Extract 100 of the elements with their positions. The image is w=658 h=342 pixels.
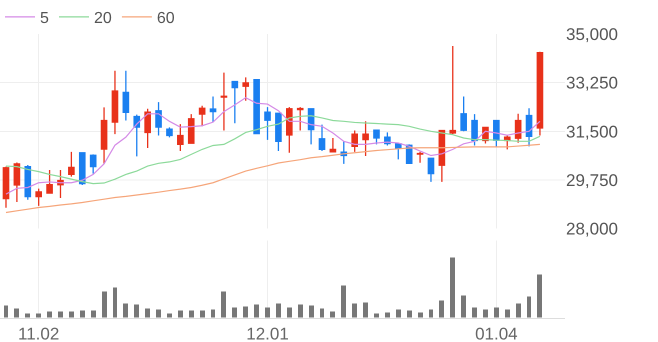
bar <box>418 312 423 318</box>
bar <box>483 310 488 318</box>
bar <box>461 296 466 318</box>
bar <box>91 310 96 318</box>
bar <box>352 304 357 318</box>
y-tick-label: 35,000 <box>566 24 618 44</box>
bar <box>429 310 433 318</box>
bar <box>14 308 19 318</box>
candlestick <box>24 164 32 200</box>
bar <box>156 310 161 318</box>
legend-label: 60 <box>156 10 175 28</box>
line-series <box>5 97 541 195</box>
candlestick <box>428 158 434 183</box>
candlestick <box>220 72 228 132</box>
bar <box>200 310 205 318</box>
candlestick <box>90 154 96 174</box>
bar <box>145 308 150 318</box>
candlestick <box>536 51 544 136</box>
legend-label: 5 <box>40 10 49 28</box>
candlestick <box>449 45 456 135</box>
candlestick <box>232 80 238 124</box>
bar <box>287 308 292 318</box>
candlestick <box>416 151 424 164</box>
candlestick <box>133 114 140 157</box>
bar <box>134 304 139 318</box>
line-series <box>5 115 541 184</box>
candlestick <box>35 188 42 206</box>
y-tick-label: 29,750 <box>566 170 618 190</box>
candlestick <box>144 108 151 149</box>
candlestick <box>210 96 216 123</box>
bar <box>265 308 270 318</box>
candlestick <box>526 108 532 147</box>
bar <box>407 310 412 318</box>
y-tick-label: 28,000 <box>566 220 618 239</box>
x-tick-label: 12.01 <box>246 324 289 342</box>
candlestick <box>373 130 380 146</box>
candlestick <box>394 143 402 160</box>
x-tick-label: 01.04 <box>475 324 518 342</box>
line-series <box>5 144 541 214</box>
bar <box>385 312 390 318</box>
candlestick <box>471 113 478 146</box>
candlestick <box>242 76 250 102</box>
bar <box>396 310 401 318</box>
bar <box>494 308 499 318</box>
candlestick <box>286 106 293 154</box>
bar <box>167 314 172 318</box>
candlestick <box>2 166 10 208</box>
bar <box>527 296 531 318</box>
candlestick <box>318 124 326 152</box>
candlestick <box>514 113 522 144</box>
candlestick <box>253 78 260 134</box>
bar <box>221 292 226 318</box>
bar <box>113 288 117 318</box>
bar <box>4 306 8 318</box>
bar <box>178 310 183 318</box>
bar <box>363 302 368 318</box>
y-tick-label: 31,500 <box>566 122 618 142</box>
bar <box>69 312 74 318</box>
bar <box>243 306 248 318</box>
bar <box>309 306 314 318</box>
x-tick-label: 11.02 <box>18 324 60 342</box>
candlestick <box>330 137 336 153</box>
bar <box>123 304 128 318</box>
candlestick <box>264 106 271 141</box>
candlestick <box>68 151 75 178</box>
candlestick <box>112 70 118 135</box>
candlestick <box>122 70 130 122</box>
candlestick <box>14 162 20 203</box>
candlestick <box>198 105 206 127</box>
bar <box>36 314 41 318</box>
candlestick <box>351 130 358 153</box>
bar <box>330 312 335 318</box>
candlestick <box>275 112 282 152</box>
bar <box>320 308 324 318</box>
bar <box>25 314 30 318</box>
bar <box>254 304 259 318</box>
bar <box>276 304 281 318</box>
legend-label: 20 <box>94 10 112 28</box>
candlestick <box>460 96 467 132</box>
candlestick <box>362 120 369 157</box>
candlestick <box>100 106 108 164</box>
bar <box>472 308 477 318</box>
bar <box>211 310 215 318</box>
candlestick <box>188 113 195 144</box>
candlestick <box>78 152 86 186</box>
bar <box>450 258 455 318</box>
bar <box>341 286 346 318</box>
bar <box>298 304 303 318</box>
candlestick <box>296 106 304 132</box>
bar <box>439 300 444 318</box>
bar <box>505 310 510 318</box>
bar <box>374 314 379 318</box>
candlestick <box>155 101 162 136</box>
bar <box>80 310 85 318</box>
bar <box>537 274 542 318</box>
candlestick <box>166 126 173 138</box>
y-tick-label: 33,250 <box>566 74 618 93</box>
bar <box>58 312 63 318</box>
candlestick <box>177 123 184 152</box>
bar <box>516 304 521 318</box>
